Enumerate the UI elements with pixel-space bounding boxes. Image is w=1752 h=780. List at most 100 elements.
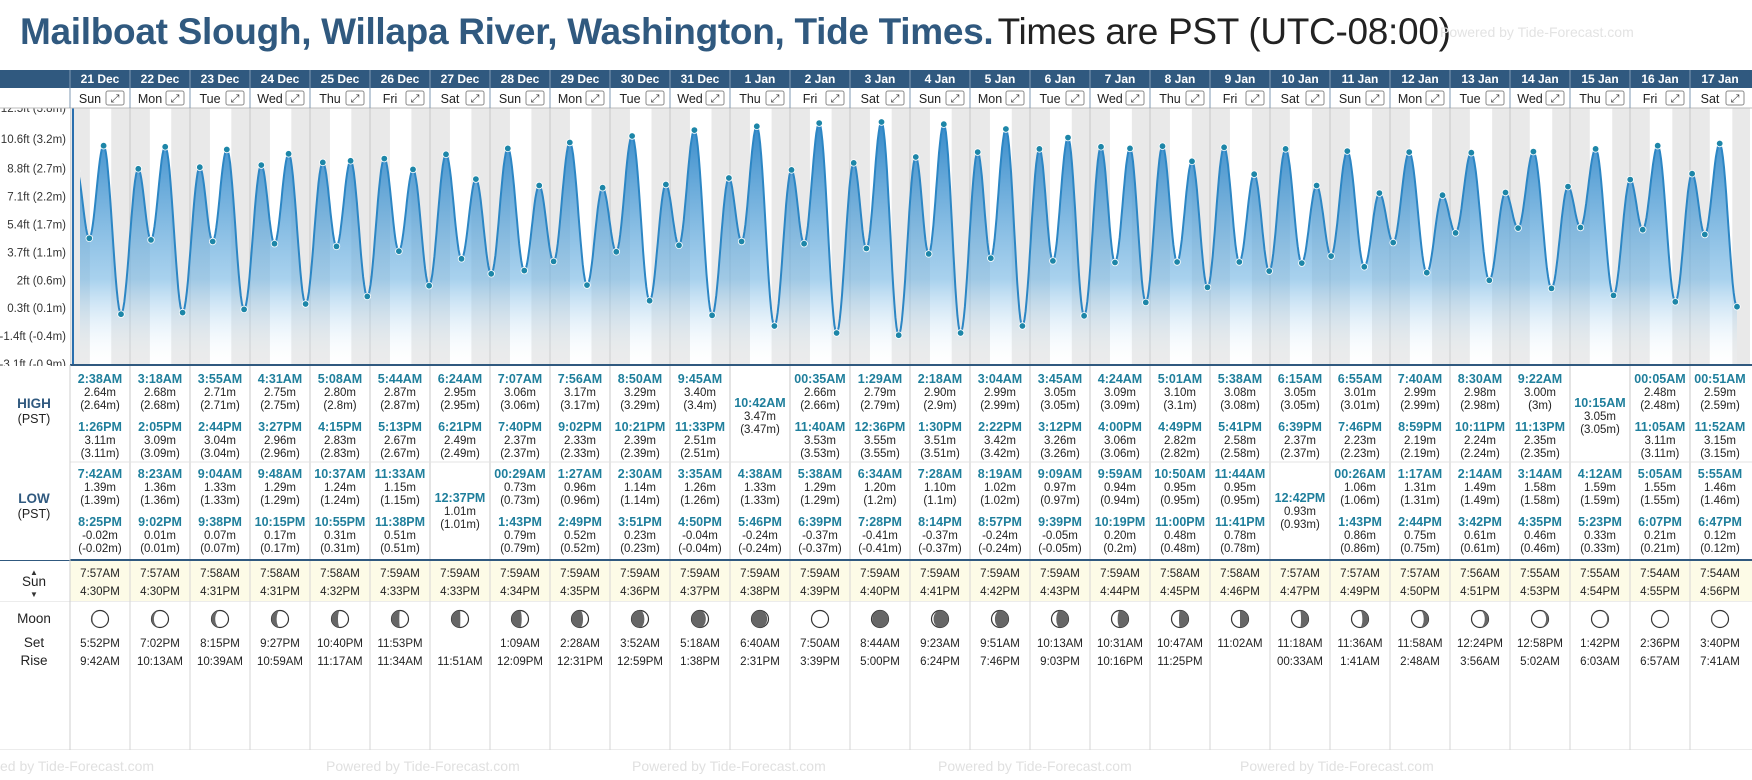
powered-by-footer[interactable]: Powered by Tide-Forecast.com <box>632 758 826 774</box>
tide-point[interactable] <box>1514 224 1522 232</box>
expand-icon[interactable]: ⤢ <box>1371 93 1380 105</box>
tide-point[interactable] <box>1564 182 1572 191</box>
tide-point[interactable] <box>1715 139 1724 148</box>
tide-point[interactable] <box>1002 125 1010 133</box>
tide-point[interactable] <box>725 174 733 182</box>
tide-point[interactable] <box>1035 145 1044 153</box>
tide-point[interactable] <box>832 329 841 337</box>
tide-point[interactable] <box>1405 148 1413 156</box>
expand-button[interactable] <box>1605 90 1625 106</box>
expand-icon[interactable]: ⤢ <box>351 93 360 105</box>
tide-point[interactable] <box>956 329 965 337</box>
powered-by-footer[interactable]: Powered by Tide-Forecast.com <box>1240 758 1434 774</box>
expand-button[interactable] <box>885 90 905 106</box>
tide-point[interactable] <box>535 181 543 190</box>
tide-point[interactable] <box>161 143 169 151</box>
expand-button[interactable] <box>1245 90 1265 106</box>
tide-point[interactable] <box>1389 238 1397 247</box>
tide-point[interactable] <box>1265 267 1273 275</box>
tide-point[interactable] <box>895 331 903 339</box>
tide-point[interactable] <box>1250 170 1258 178</box>
tide-point[interactable] <box>1220 143 1228 151</box>
tide-point[interactable] <box>134 165 142 173</box>
tide-point[interactable] <box>566 138 574 147</box>
expand-icon[interactable]: ⤢ <box>1071 93 1080 105</box>
tide-point[interactable] <box>257 161 265 169</box>
tide-point[interactable] <box>117 310 125 318</box>
expand-icon[interactable]: ⤢ <box>111 93 120 105</box>
tide-point[interactable] <box>925 250 933 258</box>
tide-point[interactable] <box>1671 298 1679 306</box>
tide-point[interactable] <box>1097 143 1105 151</box>
expand-icon[interactable]: ⤢ <box>951 93 960 105</box>
tide-point[interactable] <box>1049 257 1057 265</box>
tide-point[interactable] <box>284 150 293 158</box>
expand-icon[interactable]: ⤢ <box>1551 93 1560 105</box>
expand-icon[interactable]: ⤢ <box>531 93 540 105</box>
tide-point[interactable] <box>380 154 388 163</box>
tide-point[interactable] <box>240 305 248 314</box>
tide-point[interactable] <box>178 308 187 317</box>
expand-icon[interactable]: ⤢ <box>171 93 180 105</box>
tide-point[interactable] <box>1653 141 1662 150</box>
tide-point[interactable] <box>974 148 982 156</box>
expand-icon[interactable]: ⤢ <box>651 93 660 105</box>
tide-point[interactable] <box>270 239 279 248</box>
expand-button[interactable] <box>225 90 245 106</box>
expand-button[interactable] <box>1305 90 1325 106</box>
expand-button[interactable] <box>465 90 485 106</box>
tide-point[interactable] <box>1609 291 1618 300</box>
tide-point[interactable] <box>1158 142 1167 150</box>
expand-button[interactable] <box>705 90 725 106</box>
tide-point[interactable] <box>504 144 512 153</box>
tide-point[interactable] <box>1638 225 1647 234</box>
tide-point[interactable] <box>1467 148 1475 157</box>
expand-button[interactable] <box>1425 90 1445 106</box>
expand-button[interactable] <box>1185 90 1205 106</box>
expand-button[interactable] <box>1545 90 1565 106</box>
expand-icon[interactable]: ⤢ <box>1431 93 1440 105</box>
tide-point[interactable] <box>1080 312 1088 320</box>
tide-point[interactable] <box>598 183 607 192</box>
powered-by-footer[interactable]: Powered by Tide-Forecast.com <box>326 758 520 774</box>
tide-point[interactable] <box>675 241 683 249</box>
tide-point[interactable] <box>628 132 636 140</box>
tide-point[interactable] <box>1688 169 1696 178</box>
expand-button[interactable] <box>285 90 305 106</box>
tide-point[interactable] <box>395 247 403 255</box>
tide-point[interactable] <box>737 237 746 246</box>
expand-button[interactable] <box>765 90 785 106</box>
tide-point[interactable] <box>208 237 217 246</box>
expand-icon[interactable]: ⤢ <box>771 93 780 105</box>
expand-button[interactable] <box>525 90 545 106</box>
tide-point[interactable] <box>1485 276 1493 284</box>
tide-point[interactable] <box>1111 258 1119 267</box>
expand-icon[interactable]: ⤢ <box>831 93 840 105</box>
expand-button[interactable] <box>405 90 425 106</box>
tide-point[interactable] <box>815 119 823 127</box>
tide-point[interactable] <box>520 266 528 275</box>
tide-point[interactable] <box>1173 258 1181 266</box>
tide-point[interactable] <box>346 157 355 165</box>
tide-point[interactable] <box>1142 298 1150 307</box>
expand-icon[interactable]: ⤢ <box>1491 93 1500 105</box>
tide-point[interactable] <box>1312 181 1321 190</box>
tide-point[interactable] <box>1451 229 1460 237</box>
tide-point[interactable] <box>319 158 327 167</box>
tide-point[interactable] <box>645 296 654 305</box>
expand-icon[interactable]: ⤢ <box>711 93 720 105</box>
tide-point[interactable] <box>1501 188 1510 197</box>
expand-icon[interactable]: ⤢ <box>1251 93 1260 105</box>
tide-point[interactable] <box>1188 157 1196 165</box>
expand-icon[interactable]: ⤢ <box>1611 93 1620 105</box>
tide-point[interactable] <box>1375 189 1384 197</box>
expand-icon[interactable]: ⤢ <box>891 93 900 105</box>
tide-point[interactable] <box>662 180 670 189</box>
tide-point[interactable] <box>1438 191 1447 199</box>
tide-point[interactable] <box>332 242 341 251</box>
expand-icon[interactable]: ⤢ <box>591 93 600 105</box>
powered-by-footer[interactable]: ed by Tide-Forecast.com <box>0 758 155 774</box>
tide-point[interactable] <box>690 126 699 134</box>
expand-icon[interactable]: ⤢ <box>291 93 300 105</box>
tide-point[interactable] <box>1018 322 1027 330</box>
